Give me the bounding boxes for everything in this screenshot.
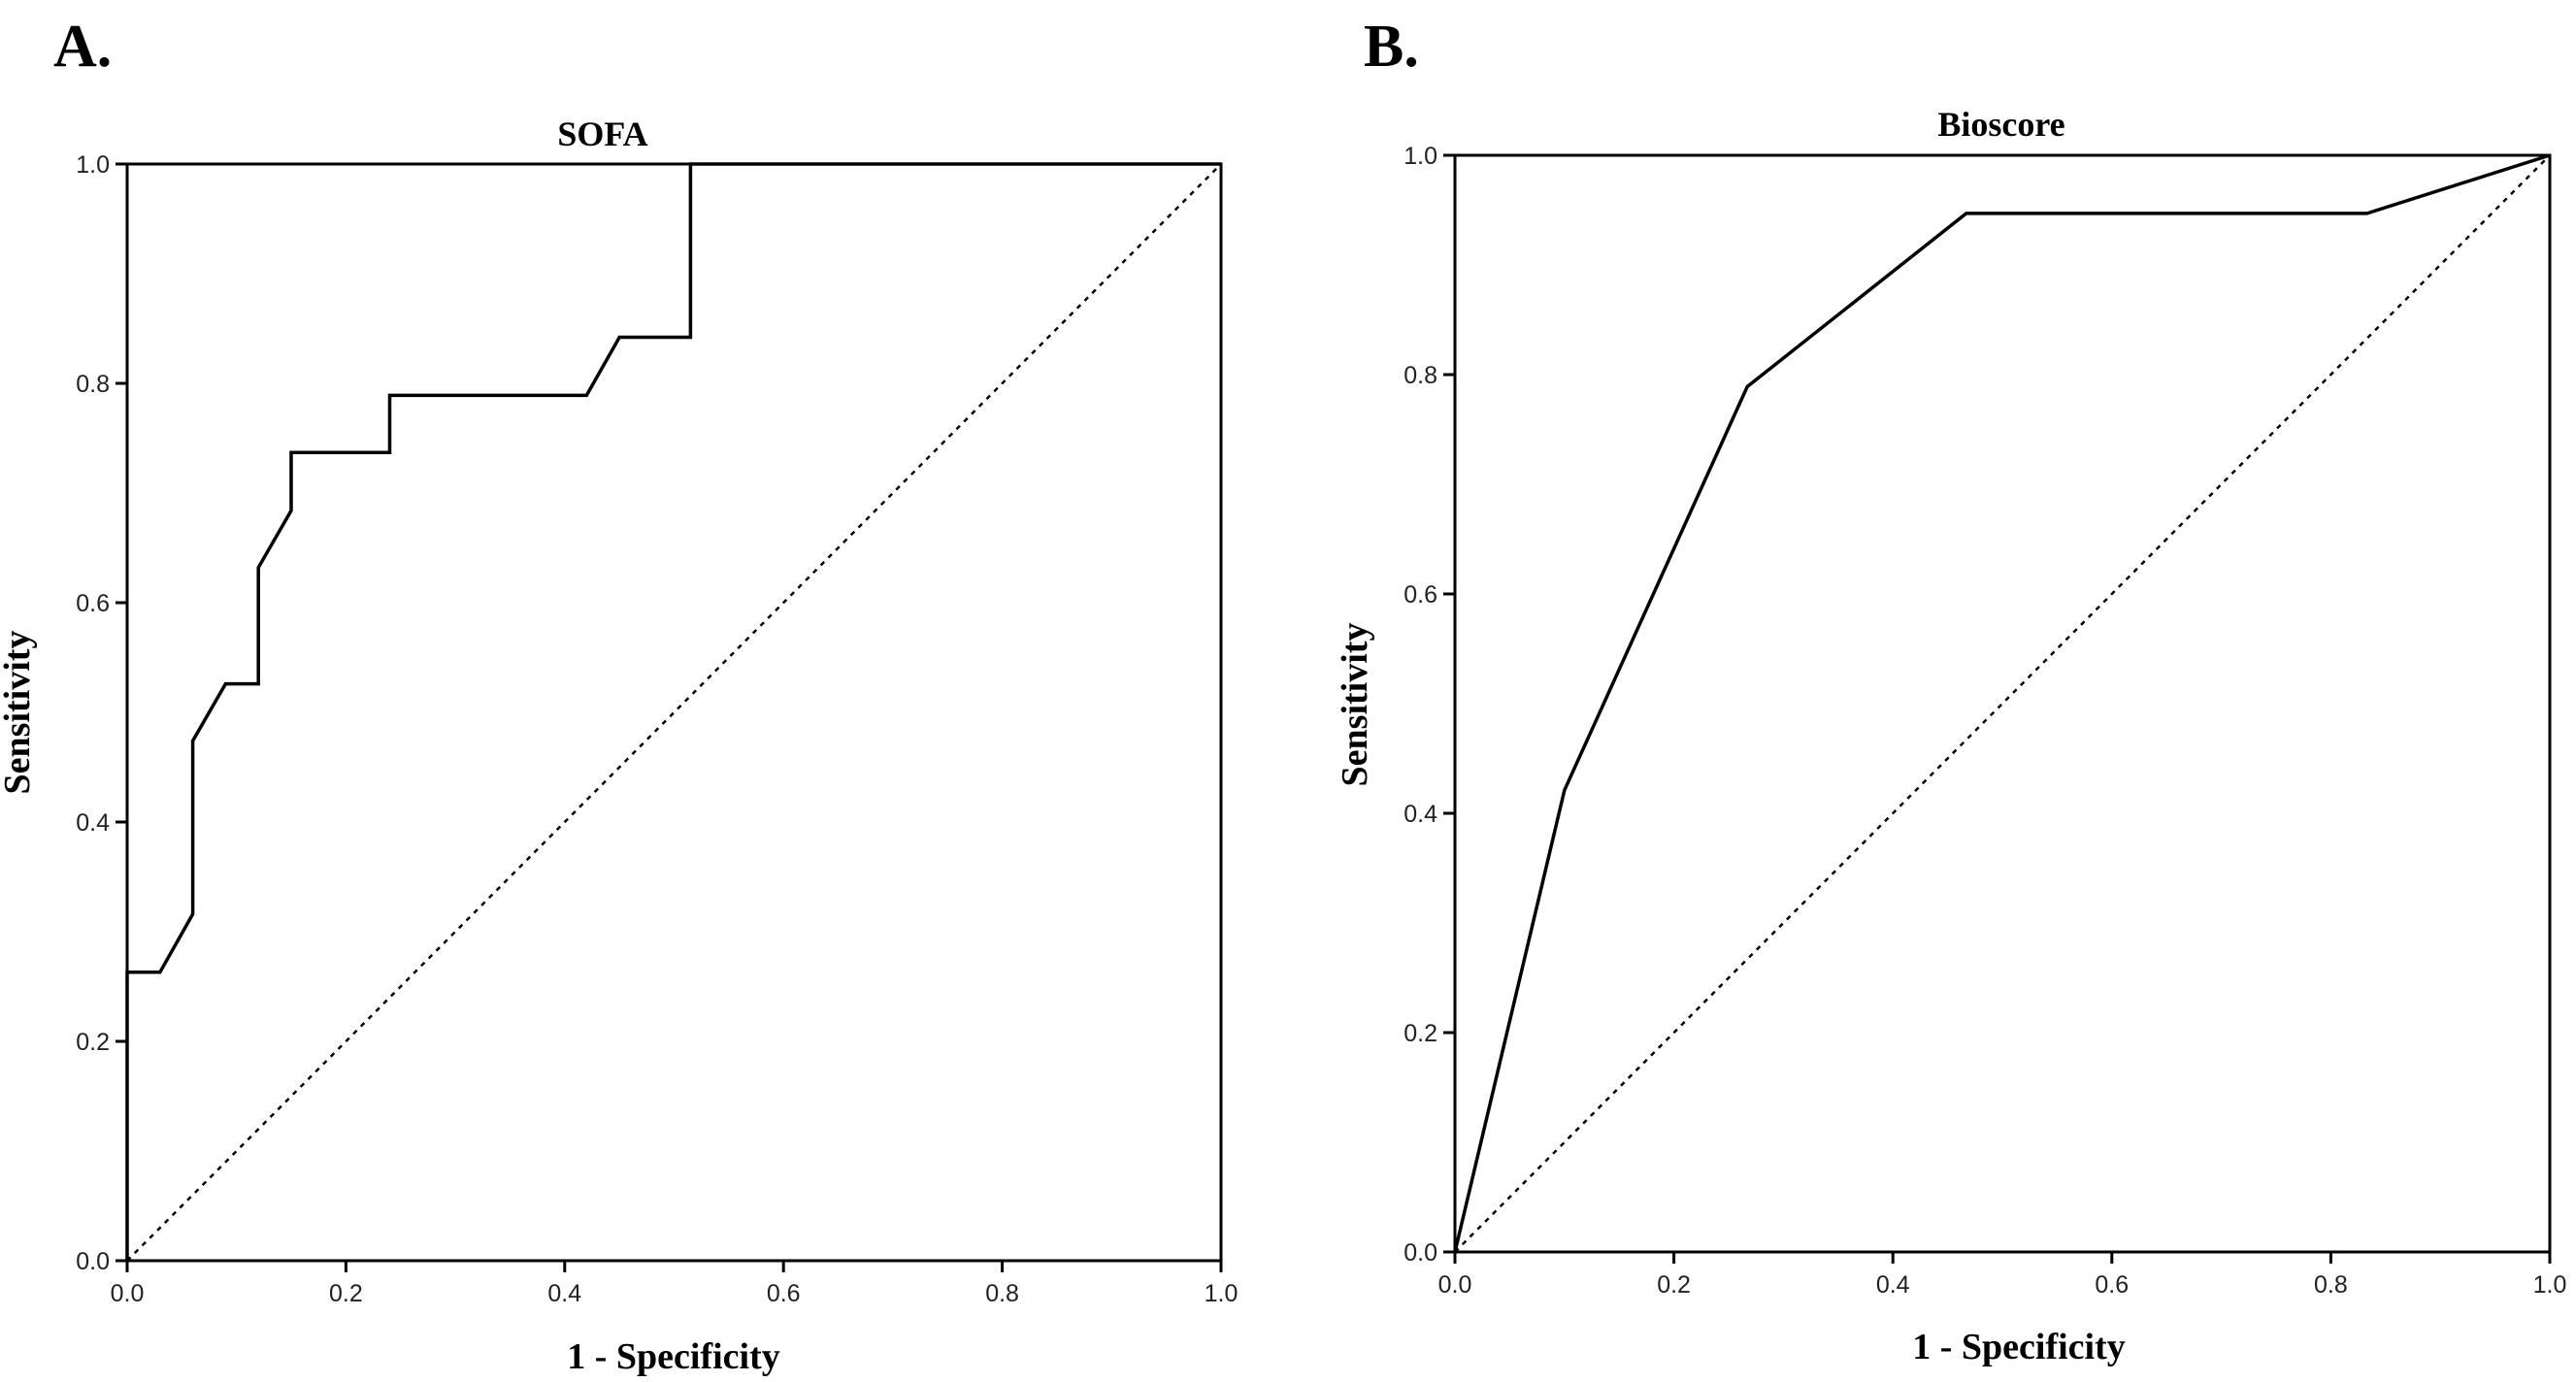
x-tick-label: 0.2: [329, 1280, 363, 1307]
panel-label: A.: [53, 14, 112, 80]
y-tick-label: 0.0: [76, 1248, 110, 1275]
x-axis-label: 1 - Specificity: [1912, 1327, 2126, 1367]
reference-diagonal-line: [126, 163, 1222, 1262]
y-axis-label: Sensitivity: [1335, 623, 1375, 787]
y-tick-label: 0.8: [76, 371, 110, 398]
roc-curve-line: [1453, 153, 2551, 1253]
y-tick-label: 1.0: [76, 151, 110, 179]
x-axis-label: 1 - Specificity: [567, 1336, 780, 1377]
y-tick-label: 0.2: [76, 1029, 110, 1056]
x-tick-label: 0.4: [547, 1280, 581, 1307]
x-tick-label: 0.2: [1657, 1271, 1691, 1299]
x-tick-label: 0.8: [985, 1280, 1019, 1307]
x-tick-label: 1.0: [1205, 1280, 1238, 1307]
y-tick-label: 0.4: [1404, 801, 1437, 828]
y-axis-label: Sensitivity: [0, 631, 38, 795]
x-tick-label: 0.4: [1876, 1271, 1910, 1299]
chart-title: Bioscore: [1937, 105, 2064, 144]
roc-curve-line: [125, 162, 1221, 1261]
x-tick-label: 1.0: [2533, 1271, 2567, 1299]
x-tick-label: 0.8: [2314, 1271, 2348, 1299]
x-tick-label: 0.0: [111, 1280, 145, 1307]
panel-label: B.: [1364, 14, 1419, 80]
chart-title: SOFA: [557, 115, 647, 153]
y-tick-label: 0.0: [1404, 1239, 1437, 1267]
y-tick-label: 0.8: [1404, 362, 1437, 389]
y-tick-label: 0.2: [1404, 1020, 1437, 1047]
reference-diagonal-line: [1454, 154, 2551, 1253]
y-tick-label: 1.0: [1404, 143, 1437, 170]
panel-a: A. SOFA 0.0 0.2 0.4 0.6 0.8 1.0 0.0 0.2 0.4 0.6 0.8 1…: [0, 14, 1238, 1377]
x-tick-label: 0.0: [1438, 1271, 1472, 1299]
y-tick-label: 0.6: [1404, 581, 1437, 609]
panel-b: B. Bioscore 0.0 0.2 0.4 0.6 0.8 1.0 0.0 0.2 0.4 0.6…: [1335, 14, 2566, 1367]
plot-frame: [1453, 153, 2552, 1254]
y-tick-label: 0.4: [76, 809, 110, 837]
y-tick-label: 0.6: [76, 590, 110, 617]
x-tick-label: 0.6: [2095, 1271, 2129, 1299]
plot-frame: [125, 162, 1223, 1263]
x-tick-label: 0.6: [767, 1280, 801, 1307]
